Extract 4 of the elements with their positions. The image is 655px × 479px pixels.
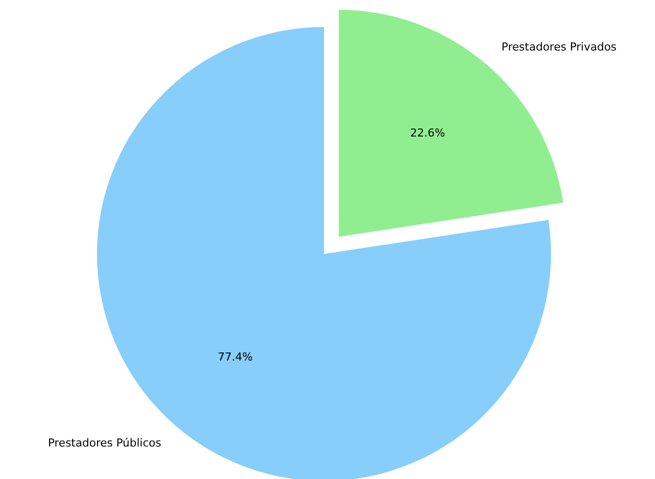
data-label: 77.4%: [218, 350, 253, 364]
slice-label: Prestadores Públicos: [48, 436, 162, 450]
data-label: 22.6%: [410, 126, 446, 140]
slice-label: Prestadores Privados: [502, 40, 617, 54]
